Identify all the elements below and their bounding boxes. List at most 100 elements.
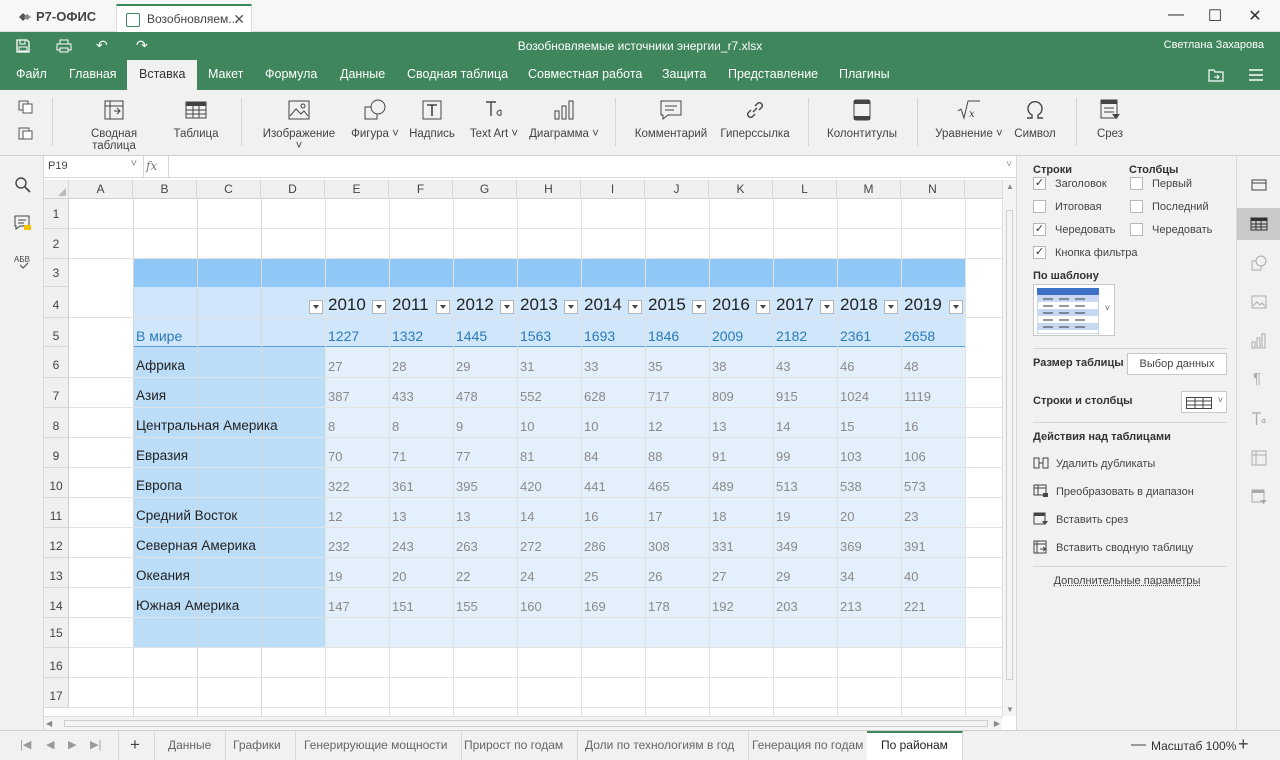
menu-collaboration[interactable]: Совместная работа	[516, 60, 654, 90]
filter-button-checkbox[interactable]: ✓	[1033, 246, 1046, 259]
region-name[interactable]: Северная Америка	[136, 538, 256, 553]
comment-button[interactable]: Комментарий	[634, 98, 708, 140]
region-value[interactable]: 151	[392, 599, 414, 614]
scroll-right-icon[interactable]: ▶	[994, 719, 1000, 728]
column-header-E[interactable]: E	[325, 180, 389, 199]
document-tab[interactable]: Возобновляем... ✕	[116, 4, 252, 32]
insert-slicer-action[interactable]: Вставить срез	[1033, 512, 1128, 526]
region-value[interactable]: 91	[712, 449, 726, 464]
expand-formula-icon[interactable]: ˅	[1006, 159, 1012, 170]
filter-dropdown-button[interactable]	[309, 300, 323, 314]
menu-plugins[interactable]: Плагины	[827, 60, 902, 90]
table-button[interactable]: Таблица	[170, 98, 222, 140]
region-value[interactable]: 160	[520, 599, 542, 614]
region-value[interactable]: 395	[456, 479, 478, 494]
zoom-level[interactable]: Масштаб 100%	[1151, 739, 1236, 753]
region-name[interactable]: Центральная Америка	[136, 418, 278, 433]
region-value[interactable]: 232	[328, 539, 350, 554]
region-value[interactable]: 26	[648, 569, 662, 584]
region-value[interactable]: 155	[456, 599, 478, 614]
region-value[interactable]: 43	[776, 359, 790, 374]
region-value[interactable]: 9	[456, 419, 463, 434]
region-value[interactable]: 20	[392, 569, 406, 584]
slicer-button[interactable]: Срез	[1092, 98, 1128, 140]
menu-pivot[interactable]: Сводная таблица	[395, 60, 520, 90]
text-art-button[interactable]: Text Art ˅	[468, 98, 520, 140]
region-value[interactable]: 81	[520, 449, 534, 464]
region-value[interactable]: 12	[648, 419, 662, 434]
row-header-7[interactable]: 7	[44, 378, 69, 408]
close-window-icon[interactable]: ✕	[1245, 6, 1265, 26]
region-value[interactable]: 19	[776, 509, 790, 524]
region-value[interactable]: 38	[712, 359, 726, 374]
minimize-icon[interactable]: —	[1166, 6, 1186, 24]
column-header-D[interactable]: D	[261, 180, 325, 199]
region-value[interactable]: 19	[328, 569, 342, 584]
row-header-9[interactable]: 9	[44, 438, 69, 468]
region-value[interactable]: 16	[904, 419, 918, 434]
region-value[interactable]: 106	[904, 449, 926, 464]
region-value[interactable]: 23	[904, 509, 918, 524]
symbol-button[interactable]: Символ	[1012, 98, 1058, 140]
column-header-N[interactable]: N	[901, 180, 965, 199]
region-value[interactable]: 29	[776, 569, 790, 584]
header-row-checkbox[interactable]: ✓	[1033, 177, 1046, 190]
total-row-checkbox[interactable]	[1033, 200, 1046, 213]
menu-insert[interactable]: Вставка	[127, 60, 197, 90]
first-sheet-icon[interactable]: |◀	[20, 738, 31, 751]
region-value[interactable]: 12	[328, 509, 342, 524]
year-header[interactable]: 2019	[904, 295, 942, 315]
region-value[interactable]: 99	[776, 449, 790, 464]
row-header-1[interactable]: 1	[44, 199, 69, 229]
region-value[interactable]: 48	[904, 359, 918, 374]
zoom-out-icon[interactable]: —	[1131, 736, 1146, 753]
region-value[interactable]: 40	[904, 569, 918, 584]
region-value[interactable]: 349	[776, 539, 798, 554]
rows-columns-dropdown[interactable]: ˅	[1181, 391, 1227, 413]
scroll-left-icon[interactable]: ◀	[46, 719, 52, 728]
sheet-tab-data[interactable]: Данные	[154, 731, 226, 760]
cell-reference-box[interactable]: P19 ˅	[44, 156, 144, 178]
sheet-tab-generation[interactable]: Генерация по годам	[738, 731, 878, 760]
pivot-settings-icon[interactable]	[1250, 449, 1268, 467]
scroll-down-icon[interactable]: ▼	[1006, 705, 1014, 714]
filter-dropdown-button[interactable]	[692, 300, 706, 314]
region-value[interactable]: 27	[328, 359, 342, 374]
world-value[interactable]: 2009	[712, 328, 743, 344]
sheet-tab-growth[interactable]: Прирост по годам	[450, 731, 578, 760]
world-value[interactable]: 1563	[520, 328, 551, 344]
world-value[interactable]: 1332	[392, 328, 423, 344]
row-header-13[interactable]: 13	[44, 558, 69, 588]
column-header-C[interactable]: C	[197, 180, 261, 199]
region-value[interactable]: 169	[584, 599, 606, 614]
region-value[interactable]: 420	[520, 479, 542, 494]
world-value[interactable]: 2182	[776, 328, 807, 344]
region-value[interactable]: 286	[584, 539, 606, 554]
region-value[interactable]: 513	[776, 479, 798, 494]
region-value[interactable]: 441	[584, 479, 606, 494]
menu-layout[interactable]: Макет	[196, 60, 255, 90]
menu-formula[interactable]: Формула	[253, 60, 329, 90]
region-value[interactable]: 809	[712, 389, 734, 404]
region-value[interactable]: 8	[392, 419, 399, 434]
region-name[interactable]: Азия	[136, 388, 166, 403]
world-label[interactable]: В мире	[136, 328, 182, 344]
remove-duplicates-action[interactable]: Удалить дубликаты	[1033, 456, 1155, 470]
region-value[interactable]: 243	[392, 539, 414, 554]
text-art-settings-icon[interactable]	[1250, 410, 1268, 428]
filter-dropdown-button[interactable]	[756, 300, 770, 314]
sheet-tab-capacity[interactable]: Генерирующие мощности	[290, 731, 462, 760]
region-value[interactable]: 28	[392, 359, 406, 374]
row-header-3[interactable]: 3	[44, 259, 69, 287]
column-header-J[interactable]: J	[645, 180, 709, 199]
region-value[interactable]: 263	[456, 539, 478, 554]
cell-settings-icon[interactable]	[1250, 176, 1268, 194]
row-header-5[interactable]: 5	[44, 318, 69, 347]
last-sheet-icon[interactable]: ▶|	[90, 738, 101, 751]
paste-icon[interactable]	[18, 126, 34, 140]
table-template-picker[interactable]: ˅	[1033, 284, 1115, 336]
menu-protection[interactable]: Защита	[650, 60, 718, 90]
scroll-up-icon[interactable]: ▲	[1006, 182, 1014, 191]
close-tab-icon[interactable]: ✕	[233, 11, 245, 28]
region-value[interactable]: 489	[712, 479, 734, 494]
